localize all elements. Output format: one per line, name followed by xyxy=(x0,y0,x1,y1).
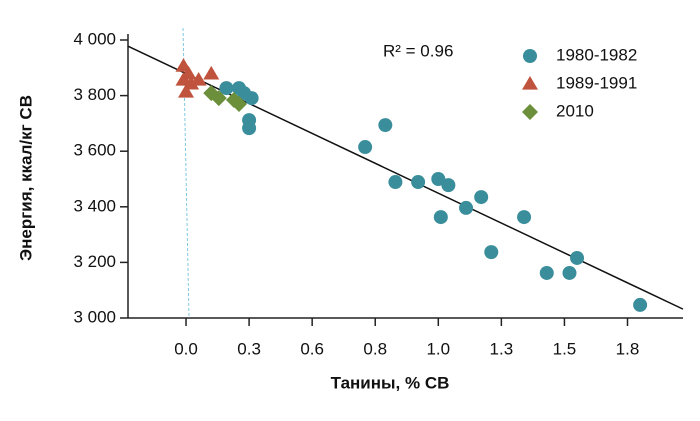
legend-label: 1980-1982 xyxy=(556,45,637,64)
point xyxy=(441,178,456,193)
point xyxy=(219,81,234,96)
point xyxy=(562,265,577,280)
y-tick-label: 4 000 xyxy=(73,29,116,48)
annotation: R² = 0.96 xyxy=(383,41,453,60)
point xyxy=(242,121,257,136)
x-tick-label: 0.3 xyxy=(237,339,261,358)
point xyxy=(203,65,220,80)
legend-label: 2010 xyxy=(556,101,594,120)
point xyxy=(484,245,499,260)
point xyxy=(474,190,489,205)
point xyxy=(178,83,195,98)
x-tick-label: 0.6 xyxy=(300,339,324,358)
x-tick-label: 0.0 xyxy=(174,339,198,358)
y-axis-title: Энергия, ккал/кг СВ xyxy=(16,95,35,261)
legend-marker xyxy=(523,49,537,63)
x-tick-label: 1.5 xyxy=(553,339,577,358)
point xyxy=(570,250,585,265)
point xyxy=(431,172,446,186)
point xyxy=(210,90,227,107)
point xyxy=(433,210,448,225)
point xyxy=(358,140,373,155)
x-tick-label: 1.0 xyxy=(426,339,450,358)
y-tick-label: 3 000 xyxy=(73,307,116,326)
legend-label: 1989-1991 xyxy=(556,73,637,92)
point xyxy=(190,72,207,86)
x-tick-label: 1.3 xyxy=(490,339,514,358)
point xyxy=(411,175,426,190)
point xyxy=(378,118,393,133)
x-axis-title: Танины, % СВ xyxy=(331,373,450,392)
point xyxy=(539,265,554,280)
point xyxy=(388,175,403,190)
point xyxy=(244,91,259,106)
point xyxy=(517,210,532,225)
legend-marker xyxy=(522,104,538,120)
y-tick-label: 3 600 xyxy=(73,141,116,160)
point xyxy=(633,297,648,312)
legend-marker xyxy=(522,76,538,90)
y-tick-label: 3 800 xyxy=(73,85,116,104)
point xyxy=(459,200,474,215)
reference-line xyxy=(182,27,190,319)
y-tick-label: 3 400 xyxy=(73,196,116,215)
y-tick-label: 3 200 xyxy=(73,252,116,271)
x-tick-label: 1.8 xyxy=(616,339,640,358)
point xyxy=(225,92,242,109)
x-tick-label: 0.8 xyxy=(363,339,387,358)
